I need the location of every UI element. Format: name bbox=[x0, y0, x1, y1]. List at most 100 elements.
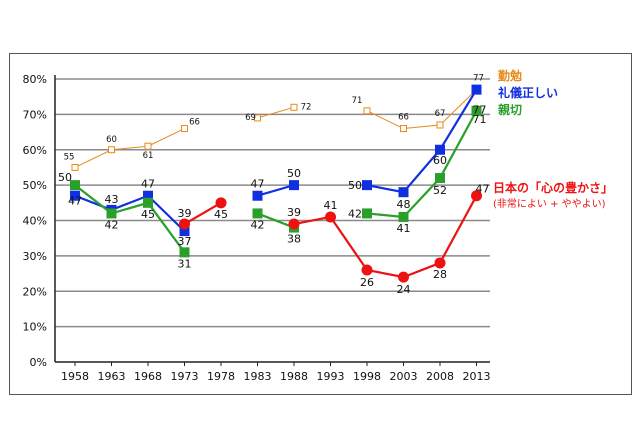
series-1-data-label: 72 bbox=[301, 102, 312, 112]
series-3-point bbox=[398, 211, 409, 222]
series-2-line bbox=[366, 89, 478, 194]
series-2-point bbox=[398, 187, 409, 198]
x-tick-labels: 1958 1963 1968 1973 1978 1983 1988 1993 1998 2003… bbox=[61, 370, 491, 383]
x-tick-label: 1983 bbox=[244, 370, 272, 383]
series-1-line bbox=[257, 106, 295, 119]
x-tick-label: 1993 bbox=[317, 370, 345, 383]
series-4-point bbox=[325, 211, 336, 223]
series-4-line bbox=[293, 195, 478, 279]
series-3-point bbox=[179, 247, 190, 258]
series-2-point bbox=[471, 84, 482, 95]
series-1-data-label: 61 bbox=[143, 151, 154, 161]
series-3-data-label: 31 bbox=[178, 257, 192, 270]
series-2-data-label: 50 bbox=[348, 179, 362, 192]
legend-entry-4: 日本の「心の豊かさ」 bbox=[493, 180, 613, 195]
series-2-point bbox=[179, 226, 190, 237]
series-2-data-label: 43 bbox=[105, 193, 119, 206]
data-labels: 55 60 61 66 69 72 71 66 67 77 47 43 47 47 50 50 48 60 77 50… bbox=[58, 74, 490, 296]
legend-entry-3: 親切 bbox=[498, 102, 522, 117]
series-4-data-label: 26 bbox=[360, 276, 374, 289]
series-1-data-label: 55 bbox=[64, 152, 75, 162]
y-tick-labels: 0% 10% 20% 30% 40% 50% 60% 70% 80% bbox=[23, 73, 47, 369]
series-4-data-label: 39 bbox=[287, 206, 301, 219]
series-3-data-label: 71 bbox=[473, 113, 487, 126]
y-tick-label: 70% bbox=[23, 108, 47, 121]
series-3-data-label: 42 bbox=[348, 207, 362, 220]
series-3-point bbox=[143, 197, 153, 208]
legend-subtitle: (非常によい + ややよい) bbox=[493, 197, 606, 210]
series-4-data-label: 28 bbox=[433, 268, 447, 281]
series-4-point bbox=[361, 264, 373, 276]
x-tick-label: 1978 bbox=[207, 370, 235, 383]
series-1-point bbox=[108, 146, 115, 154]
series-3-point bbox=[70, 180, 80, 191]
series-3-point bbox=[252, 208, 263, 219]
series-lines bbox=[74, 89, 478, 279]
series-2-data-label: 48 bbox=[397, 198, 411, 211]
series-markers bbox=[70, 84, 482, 283]
series-3-point bbox=[435, 173, 445, 184]
series-3-point bbox=[106, 208, 117, 219]
series-1-line bbox=[366, 89, 477, 130]
series-3-data-label: 42 bbox=[251, 218, 265, 231]
series-2-data-label: 50 bbox=[287, 167, 301, 180]
series-1-point bbox=[400, 125, 407, 133]
x-tick-label: 2008 bbox=[426, 370, 454, 383]
series-1-data-label: 69 bbox=[245, 113, 256, 123]
series-1-line bbox=[74, 128, 185, 168]
series-2-point bbox=[252, 190, 263, 201]
series-2-point bbox=[143, 190, 153, 201]
grid-lines bbox=[55, 78, 490, 328]
series-1-point bbox=[436, 121, 444, 129]
series-1-point bbox=[181, 125, 188, 133]
series-1-data-label: 71 bbox=[352, 96, 363, 106]
series-3-data-label: 52 bbox=[433, 184, 447, 197]
series-3-line bbox=[74, 184, 186, 253]
series-3-point bbox=[362, 208, 372, 219]
series-4-point bbox=[398, 271, 409, 283]
series-2-point bbox=[70, 190, 80, 201]
series-2-point bbox=[289, 180, 299, 191]
series-2-point bbox=[362, 180, 372, 191]
y-tick-label: 10% bbox=[23, 321, 47, 334]
series-4-point bbox=[215, 197, 227, 209]
series-1-point bbox=[290, 103, 298, 111]
series-3-data-label: 41 bbox=[397, 222, 411, 235]
y-tick-label: 20% bbox=[23, 285, 47, 298]
y-tick-label: 80% bbox=[23, 73, 47, 86]
legend-entry-2: 礼儀正しい bbox=[498, 85, 558, 100]
series-3-data-label: 50 bbox=[58, 171, 72, 184]
series-1-data-label: 77 bbox=[473, 74, 484, 84]
series-1-data-label: 66 bbox=[398, 113, 409, 123]
x-tick-label: 1963 bbox=[98, 370, 126, 383]
series-2-data-label: 77 bbox=[473, 104, 487, 117]
series-3-line bbox=[366, 110, 478, 219]
series-3-data-label: 45 bbox=[141, 208, 155, 221]
y-tick-label: 60% bbox=[23, 144, 47, 157]
chart-frame bbox=[9, 53, 632, 395]
series-4-data-label: 41 bbox=[324, 199, 338, 212]
series-3-data-label: 42 bbox=[105, 218, 119, 231]
series-4-point bbox=[471, 190, 482, 202]
axes bbox=[54, 75, 490, 366]
x-tick-label: 2013 bbox=[463, 370, 491, 383]
y-tick-label: 30% bbox=[23, 250, 47, 263]
x-tick-label: 1973 bbox=[171, 370, 199, 383]
series-1-data-label: 60 bbox=[106, 135, 117, 145]
series-1-point bbox=[254, 114, 261, 122]
y-tick-label: 50% bbox=[23, 179, 47, 192]
series-3-line bbox=[257, 212, 295, 229]
series-2-data-label: 47 bbox=[68, 195, 82, 208]
x-tick-label: 1988 bbox=[280, 370, 308, 383]
series-1-point bbox=[144, 142, 152, 150]
series-4-data-label: 24 bbox=[397, 283, 411, 296]
series-4-data-label: 45 bbox=[214, 208, 228, 221]
series-1-point bbox=[71, 163, 79, 171]
x-tick-label: 1968 bbox=[134, 370, 162, 383]
series-2-data-label: 47 bbox=[141, 178, 155, 191]
series-2-line bbox=[74, 194, 186, 232]
x-tick-label: 2003 bbox=[390, 370, 418, 383]
series-2-line bbox=[257, 184, 295, 197]
